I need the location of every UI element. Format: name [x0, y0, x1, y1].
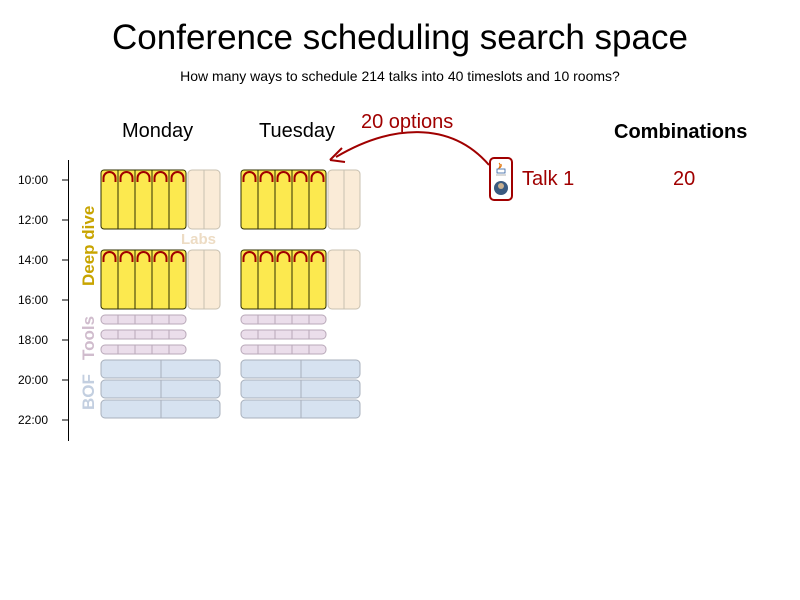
deep-dive-block: [240, 249, 327, 310]
talk-label: Talk 1: [522, 168, 575, 190]
category-label-labs: Labs: [181, 231, 217, 248]
combinations-value: 20: [673, 168, 696, 190]
tools-slot: [240, 314, 327, 325]
slot-arc: [293, 171, 308, 182]
slot-arc: [310, 251, 325, 262]
tools-slot: [240, 329, 327, 340]
slot-arc: [293, 251, 308, 262]
slot-arc: [170, 171, 185, 182]
deep-dive-block: [100, 249, 187, 310]
slot-arc: [170, 251, 185, 262]
tools-slot: [100, 314, 187, 325]
time-tick-label: 22:00: [18, 413, 49, 427]
tools-slot: [100, 329, 187, 340]
slot-arc: [259, 171, 274, 182]
slot-arc: [102, 171, 117, 182]
time-tick-label: 20:00: [18, 373, 49, 387]
slot-arc: [310, 171, 325, 182]
slot-arc: [102, 251, 117, 262]
deep-dive-block: [240, 169, 327, 230]
slot-arc: [259, 251, 274, 262]
options-label: 20 options: [361, 111, 454, 133]
slot-arc: [242, 251, 257, 262]
options-arrow: [335, 131, 490, 166]
day-label-tuesday: Tuesday: [259, 120, 335, 142]
page-subtitle: How many ways to schedule 214 talks into…: [180, 68, 620, 84]
slot-arc: [119, 171, 134, 182]
time-tick-label: 16:00: [18, 293, 49, 307]
talk-card-icon: [494, 162, 508, 195]
tools-slot: [240, 344, 327, 355]
slot-arc: [276, 171, 291, 182]
talk-card[interactable]: [489, 157, 513, 201]
slot-arc: [242, 171, 257, 182]
time-tick-label: 10:00: [18, 173, 49, 187]
time-tick-label: 12:00: [18, 213, 49, 227]
tools-slot: [100, 344, 187, 355]
slot-arc: [136, 251, 151, 262]
slot-arc: [153, 171, 168, 182]
slot-arc: [136, 171, 151, 182]
page-title: Conference scheduling search space: [112, 18, 688, 57]
deep-dive-block: [100, 169, 187, 230]
combinations-header: Combinations: [614, 121, 748, 143]
time-axis: [68, 160, 69, 441]
time-tick-label: 14:00: [18, 253, 49, 267]
slot-arc: [153, 251, 168, 262]
slot-arc: [276, 251, 291, 262]
arrow-head: [329, 147, 346, 163]
day-label-monday: Monday: [122, 120, 194, 142]
time-tick-label: 18:00: [18, 333, 49, 347]
slot-arc: [119, 251, 134, 262]
